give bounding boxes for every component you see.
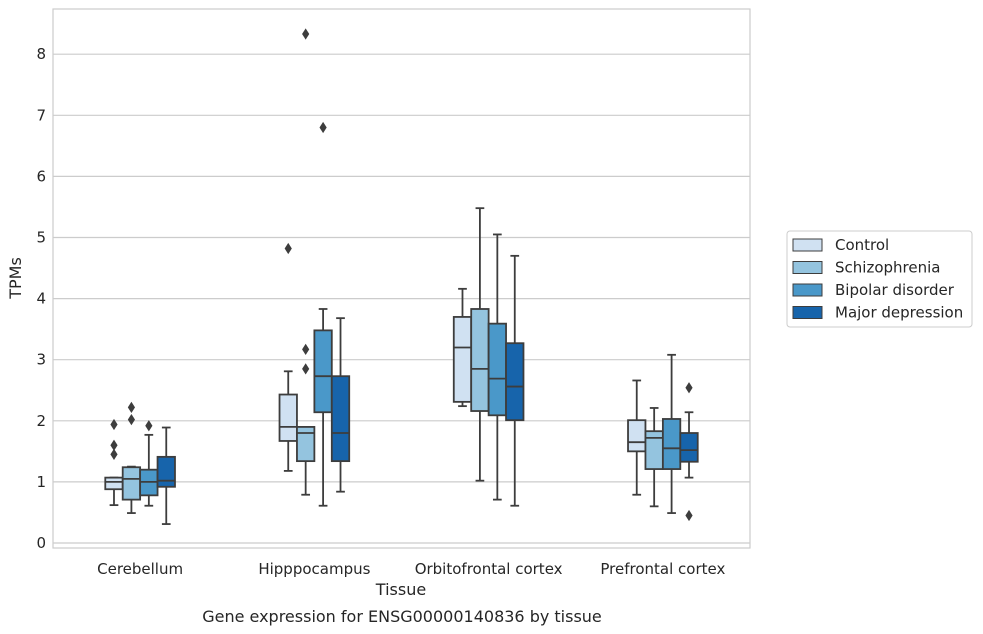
outlier-point (127, 413, 136, 426)
box-control (278, 242, 298, 472)
box-iqr (627, 419, 647, 453)
chart-title: Gene expression for ENSG00000140836 by t… (202, 607, 602, 626)
box-iqr (470, 308, 490, 412)
outlier-point (110, 448, 118, 461)
box-iqr (505, 342, 525, 422)
box-iqr (296, 426, 316, 463)
y-tick-label: 2 (36, 412, 46, 430)
legend-label: Schizophrenia (835, 259, 940, 277)
legend: Control Schizophrenia Bipolar disorder Majo… (786, 230, 973, 328)
box-iqr (644, 430, 664, 470)
box-bipolar-disorder (313, 121, 333, 507)
box-iqr (679, 432, 699, 463)
y-axis-label: TPMs (6, 257, 25, 300)
x-axis-ticks: Cerebellum Hipppocampus Orbitofrontal cort… (97, 560, 725, 578)
x-tick-label: Hipppocampus (258, 560, 370, 578)
box-iqr (487, 322, 507, 417)
y-tick-label: 7 (36, 106, 46, 124)
outlier-point (284, 242, 292, 255)
outlier-point (685, 509, 693, 522)
box-schizophrenia (121, 401, 142, 514)
y-tick-label: 0 (36, 534, 46, 552)
box-iqr (156, 455, 176, 488)
x-tick-label: Cerebellum (97, 560, 183, 578)
x-tick-label: Orbitofrontal cortex (415, 560, 563, 578)
box-schizophrenia (470, 207, 490, 482)
box-major-depression (679, 382, 699, 522)
box-schizophrenia (644, 407, 664, 508)
y-tick-label: 3 (36, 351, 46, 369)
y-tick-label: 1 (36, 473, 46, 491)
outlier-point (302, 28, 310, 40)
y-axis-ticks: 0 1 2 3 4 5 6 7 8 (36, 45, 46, 552)
y-tick-label: 6 (36, 167, 46, 185)
box-bipolar-disorder (487, 233, 507, 501)
box-control (452, 287, 473, 408)
box-iqr (104, 476, 124, 491)
outlier-point (685, 382, 693, 394)
y-tick-label: 8 (36, 45, 46, 63)
outlier-point (319, 121, 327, 134)
legend-swatch (792, 261, 823, 274)
box-schizophrenia (296, 28, 316, 496)
outlier-point (110, 418, 118, 431)
x-tick-label: Prefrontal cortex (600, 560, 725, 578)
box-major-depression (156, 426, 176, 525)
box-major-depression (330, 317, 351, 493)
box-iqr (661, 418, 682, 470)
legend-swatch (792, 283, 823, 297)
outlier-point (302, 343, 310, 355)
box-control (104, 418, 124, 507)
outlier-point (110, 439, 118, 451)
plot-area-frame (52, 8, 751, 549)
outlier-point (127, 401, 136, 413)
legend-label: Control (835, 236, 889, 254)
box-major-depression (505, 254, 525, 507)
legend-label: Major depression (835, 304, 963, 322)
legend-frame (786, 230, 973, 328)
outlier-point (145, 420, 153, 432)
box-bipolar-disorder (139, 420, 159, 507)
boxes (104, 28, 699, 525)
box-control (627, 379, 647, 496)
box-bipolar-disorder (661, 353, 682, 514)
box-iqr (313, 329, 333, 414)
outlier-point (302, 363, 310, 375)
x-axis-label: Tissue (375, 580, 426, 599)
box-iqr (121, 466, 142, 501)
legend-label: Bipolar disorder (835, 281, 955, 299)
y-tick-label: 5 (36, 229, 46, 247)
box-iqr (278, 393, 298, 442)
box-iqr (330, 375, 351, 463)
legend-swatch (792, 238, 823, 252)
y-tick-label: 4 (36, 290, 46, 308)
box-iqr (452, 316, 473, 403)
legend-swatch (792, 306, 823, 319)
